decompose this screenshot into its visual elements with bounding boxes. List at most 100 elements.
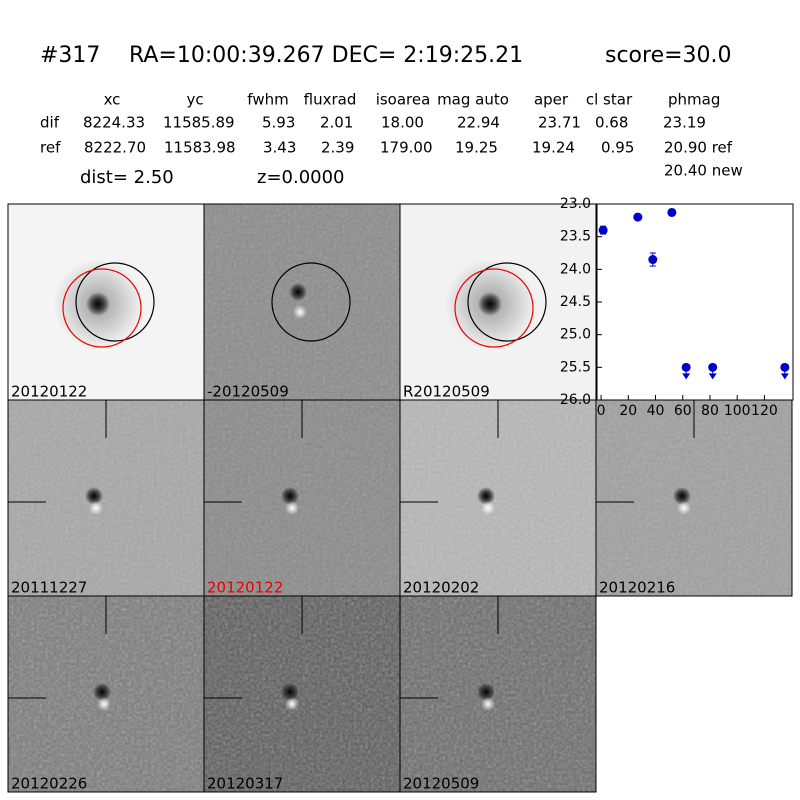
x-tick-label: 20	[619, 403, 637, 419]
stamp-frame	[399, 595, 597, 793]
aperture	[75, 262, 155, 342]
stamp-label: 20120216	[599, 579, 675, 597]
table-cell: 11585.89	[163, 114, 235, 132]
aperture	[467, 262, 547, 342]
redshift: z=0.0000	[257, 167, 345, 188]
stamp: -20120509	[203, 203, 401, 401]
source	[281, 683, 299, 701]
column-header: fwhm	[247, 91, 288, 109]
stamp: 20120122	[203, 399, 401, 597]
source	[93, 683, 111, 701]
score: score=30.0	[605, 43, 732, 68]
residual	[285, 501, 299, 515]
stamp-label: 20120202	[403, 579, 479, 597]
column-header: fluxrad	[304, 91, 357, 109]
source	[478, 292, 502, 316]
table-cell: 11583.98	[164, 139, 236, 157]
stamp-noise	[204, 204, 400, 400]
stamp: 20120226	[7, 595, 205, 793]
stamp: R20120509	[399, 203, 597, 401]
x-tick-label: 60	[674, 403, 692, 419]
table-cell: 19.25	[455, 139, 498, 157]
residual	[293, 305, 307, 319]
source	[85, 487, 103, 505]
source	[289, 283, 307, 301]
stamp: 20120509	[399, 595, 597, 793]
stamp-label: 20111227	[11, 579, 87, 597]
source	[86, 292, 110, 316]
new-mag: 20.40 new	[664, 162, 743, 180]
table-cell: 8222.70	[84, 139, 146, 157]
stamp-label: 20120317	[207, 775, 283, 793]
x-tick-label: 0	[597, 403, 606, 419]
stamp: 20120216	[595, 399, 793, 597]
table-cell: 20.90 ref	[664, 139, 733, 157]
row-label: ref	[40, 139, 61, 157]
limit-arrow	[682, 373, 691, 380]
stamp: 20120122	[7, 203, 205, 401]
x-tick-label: 100	[724, 403, 751, 419]
row-label: dif	[40, 114, 60, 132]
stamp-label: -20120509	[207, 383, 289, 401]
point	[708, 362, 718, 372]
y-tick-label: 23.0	[560, 196, 591, 212]
stamp-label: 20120122	[207, 579, 283, 597]
y-tick-label: 26.0	[560, 392, 591, 408]
point	[648, 255, 658, 265]
aperture	[271, 262, 351, 342]
table-cell: 8224.33	[83, 114, 145, 132]
y-tick-label: 25.5	[560, 359, 591, 375]
y-tick-label: 25.0	[560, 327, 591, 343]
table-cell: 179.00	[380, 139, 433, 157]
source	[281, 487, 299, 505]
table-cell: 3.43	[263, 139, 296, 157]
residual	[677, 501, 691, 515]
table-cell: 0.68	[595, 114, 628, 132]
table-cell: 18.00	[381, 114, 424, 132]
point	[598, 225, 608, 235]
stamp-label: R20120509	[403, 383, 490, 401]
stamp-label: 20120122	[11, 383, 87, 401]
residual	[97, 697, 111, 711]
limit-arrow	[780, 373, 789, 380]
x-tick-label: 40	[647, 403, 665, 419]
coordinates: RA=10:00:39.267 DEC= 2:19:25.21	[129, 43, 523, 68]
column-header: cl star	[586, 91, 633, 109]
candidate-id: #317	[40, 43, 100, 68]
source	[477, 683, 495, 701]
column-header: mag auto	[437, 91, 509, 109]
residual	[481, 697, 495, 711]
stamp-label: 20120509	[403, 775, 479, 793]
table-cell: 0.95	[601, 139, 634, 157]
x-tick-label: 80	[701, 403, 719, 419]
table-cell: 2.01	[320, 114, 353, 132]
table-cell: 23.71	[538, 114, 581, 132]
table-cell: 2.39	[321, 139, 354, 157]
column-header: isoarea	[376, 91, 431, 109]
point	[780, 362, 790, 372]
point	[681, 362, 691, 372]
point	[667, 207, 677, 217]
point	[633, 212, 643, 222]
source	[673, 487, 691, 505]
residual	[285, 697, 299, 711]
column-header: xc	[104, 91, 121, 109]
column-header: phmag	[668, 91, 720, 109]
table-cell: 5.93	[262, 114, 295, 132]
table-cell: 19.24	[532, 139, 575, 157]
plot-area	[596, 203, 794, 401]
x-tick-label: 120	[751, 403, 778, 419]
y-tick-label: 24.5	[560, 294, 591, 310]
aperture-ref	[454, 268, 534, 348]
y-tick-label: 23.5	[560, 229, 591, 245]
table-cell: 23.19	[663, 114, 706, 132]
column-header: aper	[534, 91, 569, 109]
source	[477, 487, 495, 505]
residual	[481, 501, 495, 515]
table-cell: 22.94	[457, 114, 500, 132]
aperture-ref	[62, 268, 142, 348]
limit-arrow	[708, 373, 717, 380]
column-header: yc	[186, 91, 203, 109]
stamp-label: 20120226	[11, 775, 87, 793]
